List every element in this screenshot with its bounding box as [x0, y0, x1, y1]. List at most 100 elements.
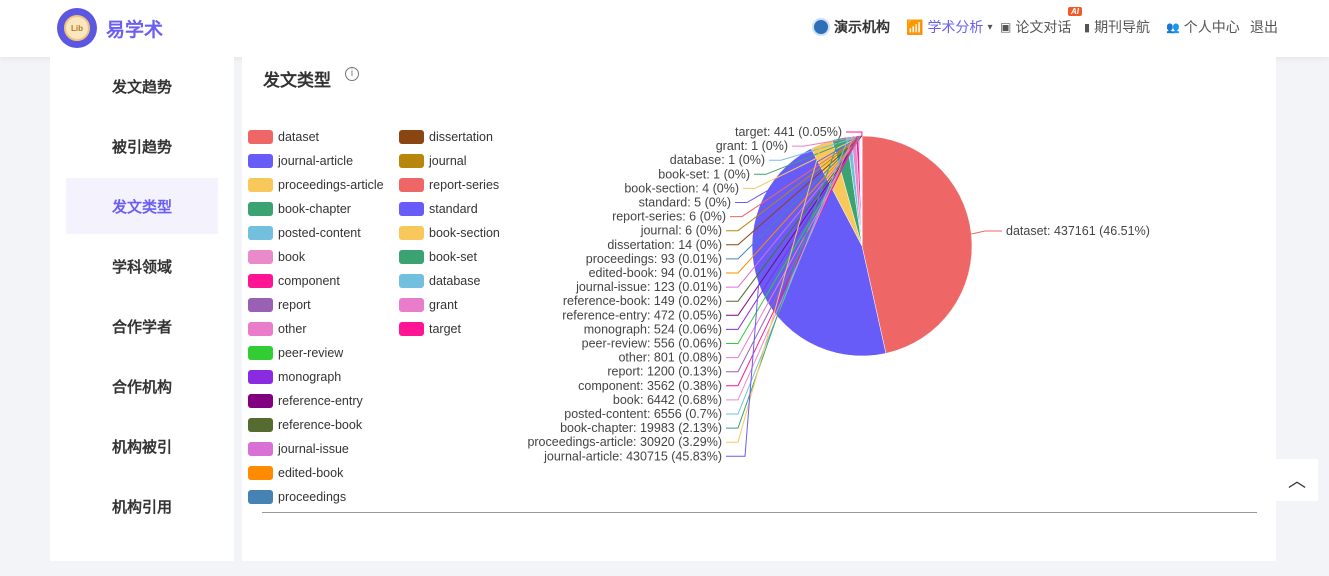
legend-item-peer-review[interactable]: peer-review [248, 346, 343, 360]
legend-swatch [399, 250, 424, 264]
sidebar-item-3[interactable]: 学科领域 [111, 258, 172, 276]
document-chat-icon: ▣ [1000, 20, 1012, 34]
legend-label: target [429, 322, 461, 336]
legend-swatch [248, 274, 273, 288]
legend-item-standard[interactable]: standard [399, 202, 478, 216]
legend-swatch [248, 250, 273, 264]
top-header: Lib 易学术 演示机构 📶 学术分析 ▾ ▣ 论文对话 AI ▮ 期刊导航 👥 个人中心… [0, 0, 1329, 57]
legend-item-book-section[interactable]: book-section [399, 226, 500, 240]
legend-label: proceedings [278, 490, 347, 504]
back-to-top-button[interactable]: ︿ [1276, 459, 1318, 501]
sidebar-item-1[interactable]: 被引趋势 [111, 138, 172, 156]
legend-item-journal-issue[interactable]: journal-issue [248, 442, 349, 456]
legend-label: journal-article [278, 154, 354, 168]
legend-item-report-series[interactable]: report-series [399, 178, 499, 192]
legend-item-reference-book[interactable]: reference-book [248, 418, 362, 432]
legend-swatch [248, 490, 273, 504]
legend-swatch [399, 298, 424, 312]
ai-badge: AI [1068, 7, 1082, 16]
legend-swatch [248, 394, 273, 408]
legend-item-proceedings-article[interactable]: proceedings-article [248, 178, 384, 192]
institution-emblem-icon [812, 18, 830, 36]
legend-item-target[interactable]: target [399, 322, 461, 336]
divider [262, 512, 1257, 513]
legend-label: component [278, 274, 340, 288]
legend-label: peer-review [278, 346, 344, 360]
legend-swatch [248, 346, 273, 360]
nav-paper-chat[interactable]: ▣ 论文对话 [1000, 19, 1072, 35]
info-icon[interactable]: i [345, 67, 359, 81]
logo[interactable]: Lib [57, 8, 97, 48]
sidebar-item-4[interactable]: 合作学者 [111, 318, 172, 336]
nav-personal-center[interactable]: 👥 个人中心 [1166, 19, 1240, 35]
legend-item-dissertation[interactable]: dissertation [399, 130, 493, 144]
legend-label: edited-book [278, 466, 344, 480]
legend-label: proceedings-article [278, 178, 384, 192]
legend-item-component[interactable]: component [248, 274, 340, 288]
legend-label: grant [429, 298, 458, 312]
section-title: 发文类型 [263, 71, 331, 90]
legend-item-other[interactable]: other [248, 322, 307, 336]
legend-swatch [399, 226, 424, 240]
legend-label: other [278, 322, 307, 336]
journal-icon: ▮ [1084, 21, 1091, 34]
sidebar-item-5[interactable]: 合作机构 [111, 378, 172, 396]
legend-label: report-series [429, 178, 500, 192]
legend-swatch [248, 178, 273, 192]
sidebar-item-0[interactable]: 发文趋势 [111, 78, 172, 96]
legend-label: database [429, 274, 481, 288]
legend-item-monograph[interactable]: monograph [248, 370, 341, 384]
sidebar [50, 57, 234, 561]
legend-swatch [399, 202, 424, 216]
legend-label: dataset [278, 130, 320, 144]
legend-swatch [248, 154, 273, 168]
legend-item-database[interactable]: database [399, 274, 480, 288]
legend-item-reference-entry[interactable]: reference-entry [248, 394, 363, 408]
nav-institution[interactable]: 演示机构 [812, 17, 890, 37]
legend-item-proceedings[interactable]: proceedings [248, 490, 346, 504]
legend-item-posted-content[interactable]: posted-content [248, 226, 361, 240]
legend-swatch [248, 370, 273, 384]
legend-item-journal-article[interactable]: journal-article [248, 154, 353, 168]
nav-academic-analysis[interactable]: 📶 学术分析 ▾ [906, 18, 993, 36]
legend-swatch [248, 130, 273, 144]
nav-logout[interactable]: 退出 [1250, 19, 1278, 35]
legend-label: standard [429, 202, 478, 216]
legend-item-dataset[interactable]: dataset [248, 130, 319, 144]
legend-swatch [248, 442, 273, 456]
legend-swatch [399, 274, 424, 288]
legend-swatch [399, 322, 424, 336]
sidebar-item-2[interactable]: 发文类型 [66, 178, 218, 234]
legend-item-book-chapter[interactable]: book-chapter [248, 202, 351, 216]
legend-item-book-set[interactable]: book-set [399, 250, 477, 264]
legend-label: posted-content [278, 226, 361, 240]
nav-journal-guide[interactable]: ▮ 期刊导航 [1084, 19, 1151, 35]
legend-label: reference-book [278, 418, 363, 432]
legend-swatch [248, 322, 273, 336]
legend-swatch [248, 298, 273, 312]
legend-item-edited-book[interactable]: edited-book [248, 466, 343, 480]
legend-item-journal[interactable]: journal [399, 154, 467, 168]
legend-label: report [278, 298, 311, 312]
sidebar-item-7[interactable]: 机构引用 [111, 498, 172, 516]
brand-name[interactable]: 易学术 [106, 20, 164, 41]
legend-label: dissertation [429, 130, 493, 144]
legend-swatch [399, 178, 424, 192]
legend-swatch [248, 418, 273, 432]
sidebar-item-6[interactable]: 机构被引 [111, 438, 172, 456]
legend-swatch [399, 130, 424, 144]
legend-item-book[interactable]: book [248, 250, 305, 264]
legend-swatch [248, 466, 273, 480]
main-panel [242, 57, 1276, 561]
legend-label: book-section [429, 226, 500, 240]
chevron-down-icon: ▾ [987, 21, 993, 33]
user-group-icon: 👥 [1166, 21, 1180, 34]
chart-bars-icon: 📶 [906, 18, 924, 35]
legend-swatch [248, 226, 273, 240]
legend-label: reference-entry [278, 394, 363, 408]
legend-label: journal-issue [278, 442, 349, 456]
legend-swatch [399, 154, 424, 168]
legend-item-report[interactable]: report [248, 298, 311, 312]
legend-swatch [248, 202, 273, 216]
legend-item-grant[interactable]: grant [399, 298, 458, 312]
